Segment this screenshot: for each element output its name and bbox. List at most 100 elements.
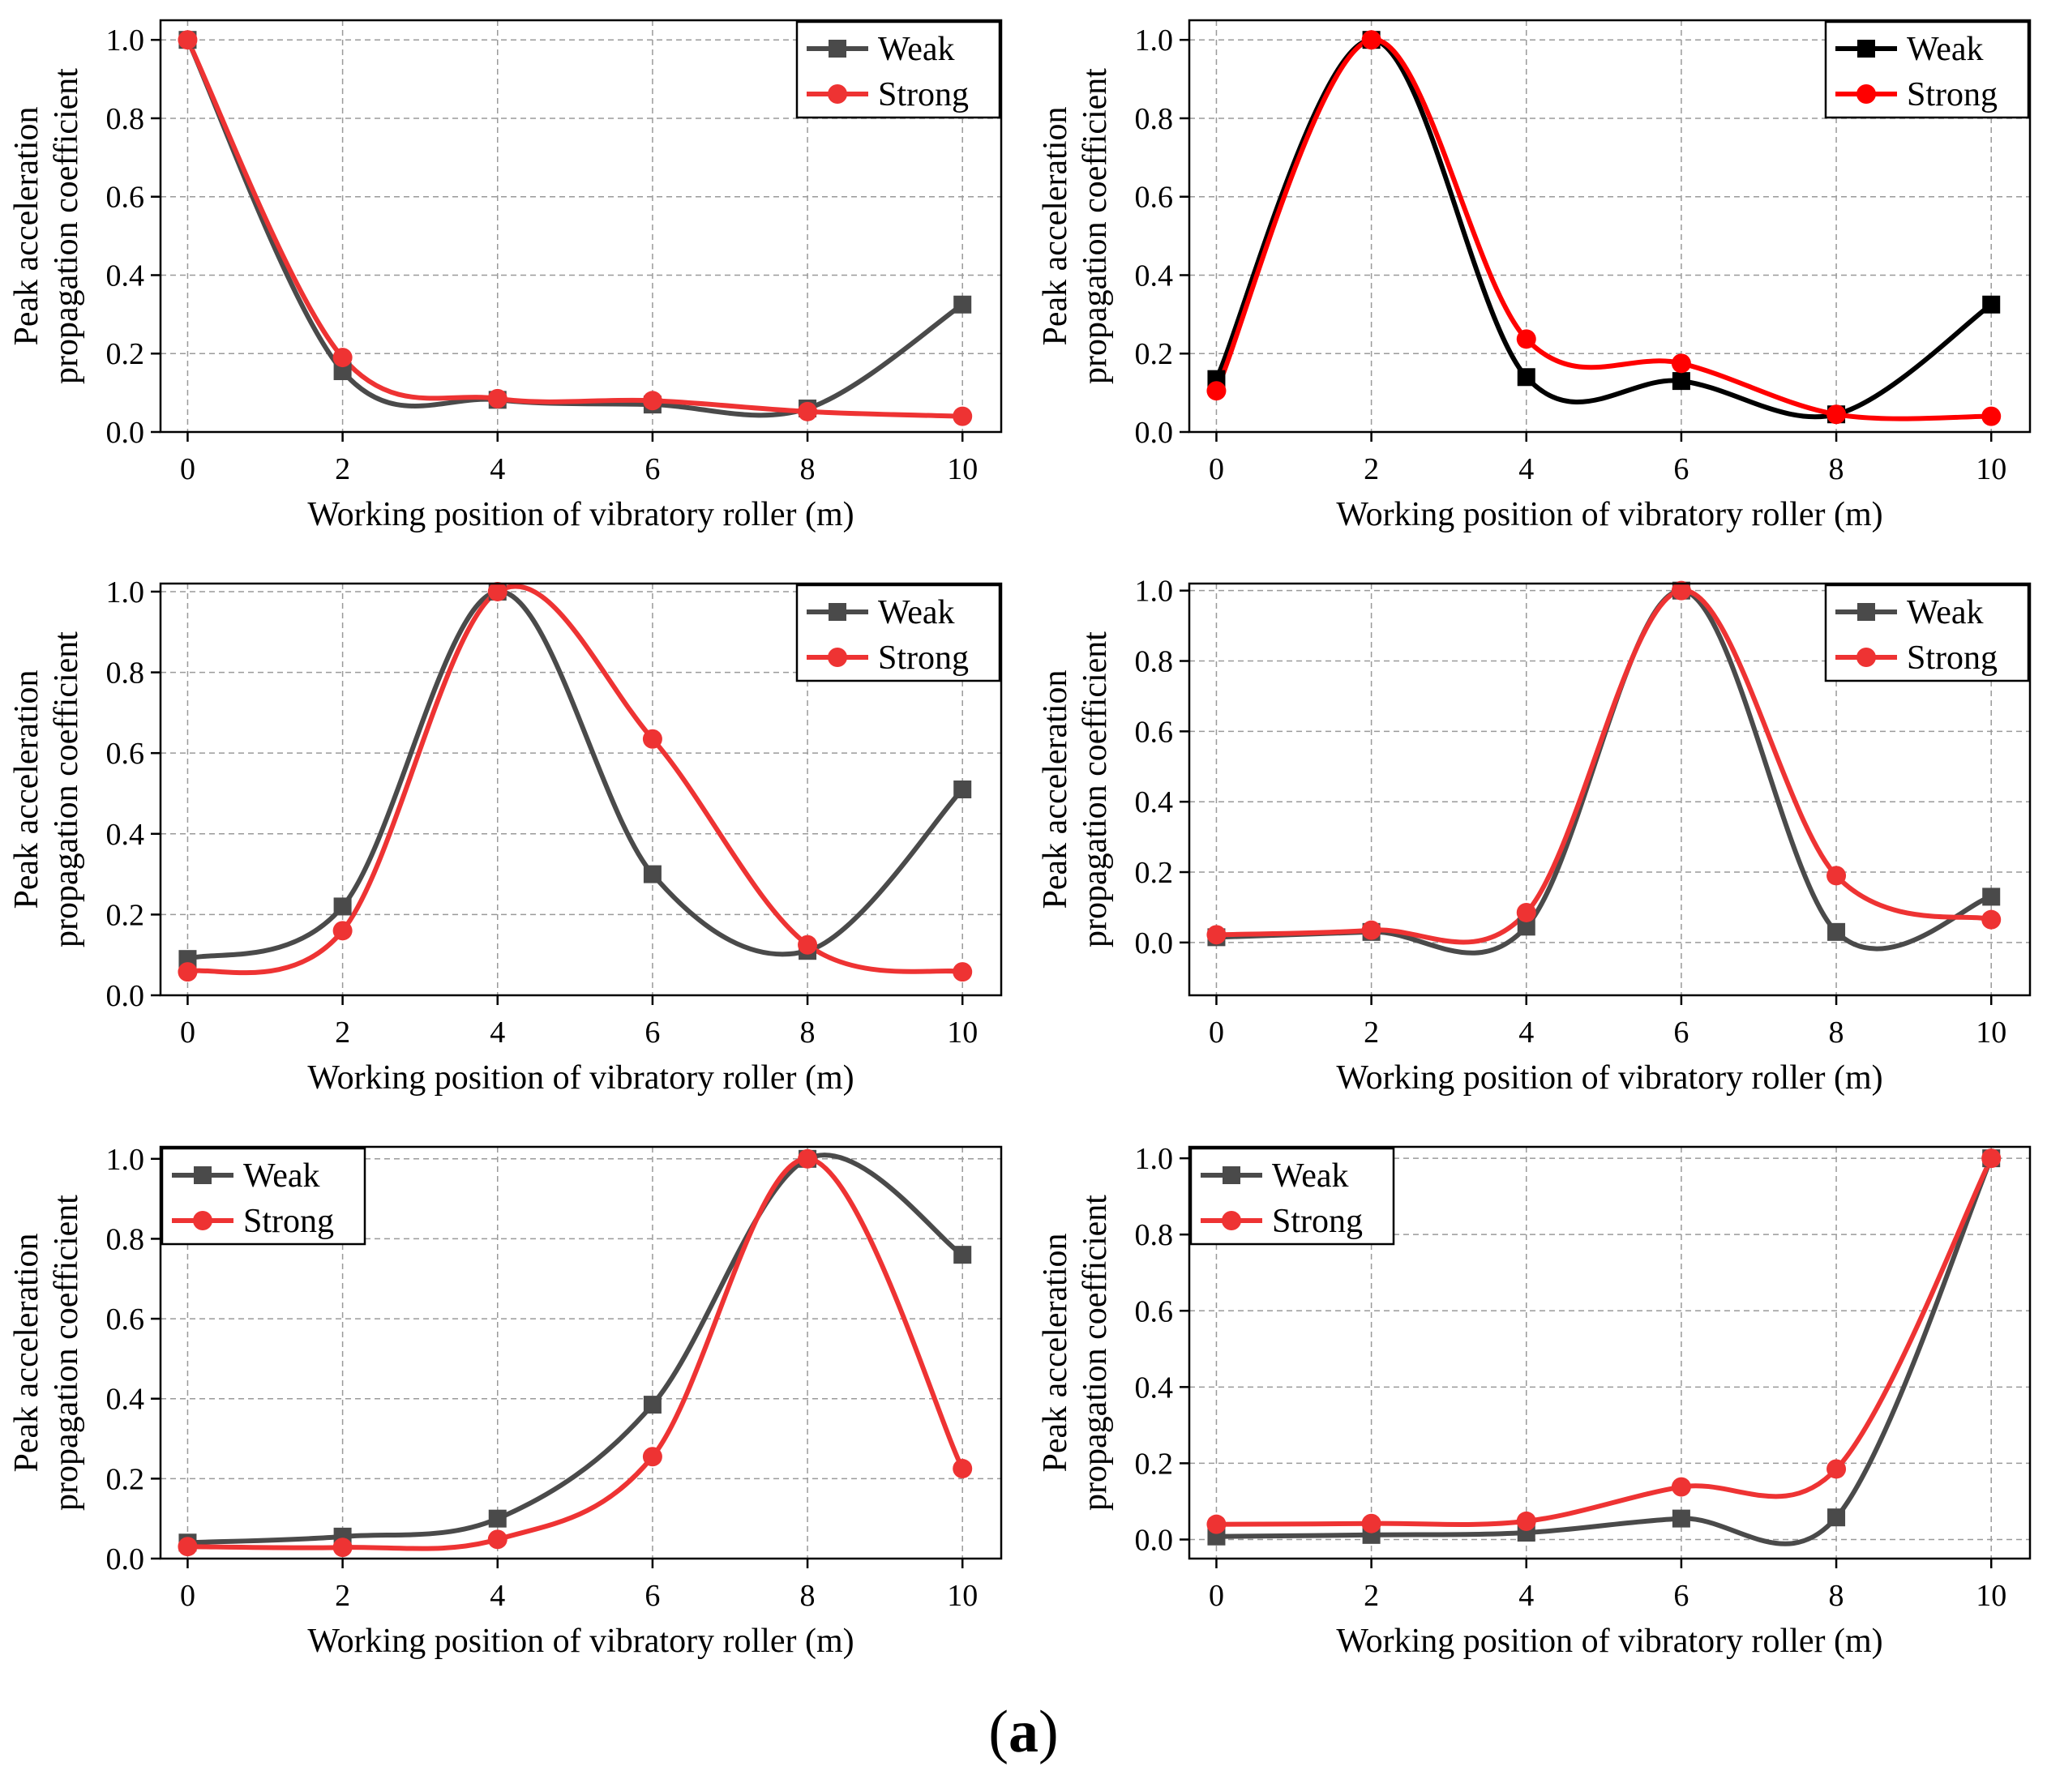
y-tick-label: 0.0 [106,979,145,1013]
x-tick-label: 2 [335,1579,350,1613]
data-point-strong [332,1538,353,1558]
x-tick-label: 0 [1209,1579,1224,1613]
y-axis-label-line1: Peak acceleration [8,107,45,346]
y-tick-label: 0.8 [106,1222,145,1256]
y-tick-label: 1.0 [1135,575,1174,609]
x-tick-label: 6 [1673,452,1689,486]
data-point-strong [1671,580,1691,601]
legend-box [795,584,1001,682]
data-point-strong [1516,902,1536,922]
x-tick-label: 4 [490,1016,505,1050]
y-axis-label-line2: propagation coefficient [48,68,85,384]
y-tick-label: 0.6 [1135,715,1174,749]
legend-marker-circle [1856,84,1876,104]
data-point-strong [1981,406,2002,426]
chart-top-left: 0 2 4 6 8 10 0.0 0.2 0.4 0.6 0.8 1.0 Working positio… [8,19,1003,533]
x-tick-label: 8 [800,1016,816,1050]
y-tick-label: 1.0 [106,1143,145,1177]
y-axis-label-line1: Peak acceleration [1037,1234,1074,1473]
y-tick-label: 0.0 [106,1542,145,1576]
y-axis-label-line1: Peak acceleration [8,670,45,909]
data-point-strong [1206,1514,1227,1534]
x-tick-label: 10 [1976,452,2006,486]
legend: Weak Strong [795,584,1001,682]
y-tick-label: 0.8 [106,102,145,136]
y-tick-label: 0.4 [1135,1371,1174,1405]
x-tick-label: 8 [800,452,816,486]
legend-marker-square [194,1166,212,1184]
x-tick-label: 10 [947,1579,978,1613]
legend-label-strong: Strong [878,639,969,677]
x-tick-label: 6 [1673,1579,1689,1613]
x-tick-label: 0 [180,452,195,486]
y-tick-label: 0.8 [1135,102,1174,136]
data-point-strong [1671,353,1691,374]
x-tick-label: 6 [1673,1016,1689,1050]
chart-bottom-right: 0 2 4 6 8 10 0.0 0.2 0.4 0.6 0.8 1.0 Working positio… [1037,1142,2032,1660]
data-point-strong [178,1537,198,1557]
y-tick-label: 0.4 [106,1383,145,1417]
data-point-weak [953,1246,972,1264]
x-tick-label: 0 [1209,1016,1224,1050]
data-point-weak [333,362,352,381]
y-tick-label: 0.2 [1135,1447,1174,1481]
x-tick-label: 8 [800,1579,816,1613]
data-point-weak [488,1509,507,1528]
y-tick-label: 0.8 [106,656,145,691]
data-point-strong [798,1148,818,1169]
caption-close-paren: ) [1038,1699,1059,1765]
data-point-weak [333,897,352,916]
x-tick-label: 10 [947,1016,978,1050]
x-tick-label: 6 [645,1579,660,1613]
data-point-strong [178,962,198,982]
data-point-strong [1981,1148,2002,1169]
data-point-weak [643,865,662,883]
data-point-strong [1826,404,1847,425]
data-point-strong [953,406,973,426]
x-tick-label: 2 [1364,452,1379,486]
legend-marker-square [1223,1166,1240,1184]
data-point-weak [953,295,972,314]
y-tick-label: 0.8 [1135,645,1174,679]
plot-frame [159,19,1003,434]
legend-box [795,20,1001,119]
legend-label-strong: Strong [1907,76,1998,113]
legend-marker-square [1857,603,1875,621]
plot-frame [1188,19,2032,434]
data-point-strong [1206,925,1227,945]
legend-label-weak: Weak [878,594,955,631]
data-point-strong [1206,381,1227,401]
y-tick-label: 1.0 [106,24,145,58]
y-tick-label: 0.2 [106,898,145,932]
chart-bottom-left: 0 2 4 6 8 10 0.0 0.2 0.4 0.6 0.8 1.0 Working positio… [8,1143,1003,1660]
data-point-weak [1672,1509,1690,1528]
y-tick-label: 0.0 [1135,416,1174,450]
y-tick-label: 0.2 [1135,337,1174,371]
data-point-strong [332,348,353,368]
y-tick-label: 0.0 [1135,1523,1174,1557]
x-tick-label: 8 [1829,1579,1844,1613]
x-axis-label: Working position of vibratory roller (m) [307,496,854,533]
chart-middle-right: 0 2 4 6 8 10 0.0 0.2 0.4 0.6 0.8 1.0 Working positio… [1037,575,2032,1097]
y-tick-label: 0.6 [106,1302,145,1337]
legend-label-strong: Strong [243,1203,334,1240]
data-point-weak [1517,368,1535,387]
legend: Weak Strong [1189,1147,1395,1246]
x-axis-label: Working position of vibratory roller (m) [1336,1059,1882,1097]
data-point-strong [953,1459,973,1479]
y-axis-label-line1: Peak acceleration [1037,670,1074,909]
legend-box [161,1147,366,1246]
y-axis-label-line1: Peak acceleration [8,1234,45,1473]
legend-marker-circle [828,84,847,104]
y-tick-label: 0.0 [1135,926,1174,960]
x-tick-label: 0 [180,1579,195,1613]
legend-marker-square [829,603,846,621]
data-point-strong [487,581,507,601]
x-tick-label: 10 [947,452,978,486]
data-point-strong [1981,909,2002,930]
y-axis-label-line2: propagation coefficient [1077,631,1114,947]
data-point-weak [953,781,972,798]
legend: Weak Strong [161,1147,366,1246]
x-tick-label: 2 [1364,1016,1379,1050]
